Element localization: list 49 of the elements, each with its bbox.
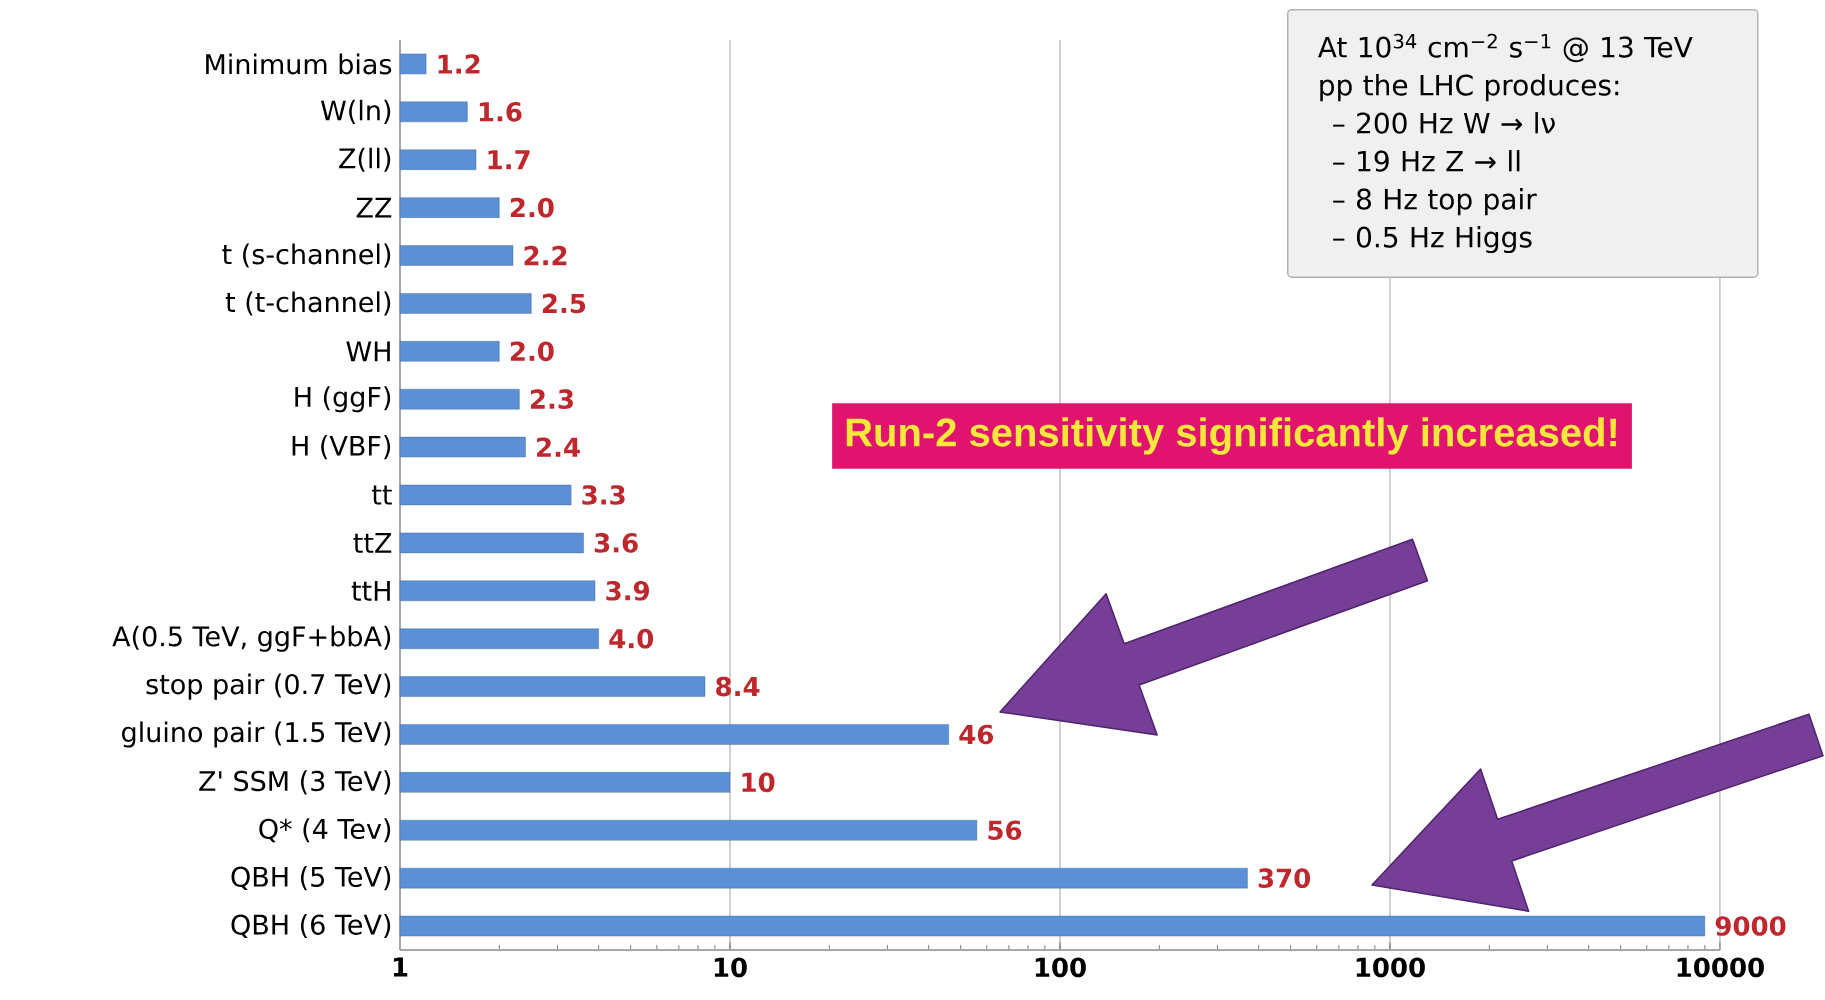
y-tick-label: stop pair (0.7 TeV) xyxy=(146,673,391,700)
y-tick-label: H (ggF) xyxy=(295,386,391,413)
y-tick-label: ttH xyxy=(351,580,390,601)
data-label: 1.6 xyxy=(479,102,522,122)
y-tick-label: t (t-channel) xyxy=(225,291,391,316)
y-tick-label: Q* (4 Tev) xyxy=(259,818,391,843)
data-label: 2.5 xyxy=(542,293,586,314)
data-label: 3.6 xyxy=(594,533,638,553)
annotation: – 0.5 Hz Higgs xyxy=(1333,226,1532,254)
y-tick-label: tt xyxy=(372,485,392,505)
x-tick-label: 100 xyxy=(1035,957,1086,978)
y-tick-label: Minimum bias xyxy=(206,53,392,75)
x-tick-label: 10000 xyxy=(1677,957,1764,978)
y-tick-label: A(0.5 TeV, ggF+bbA) xyxy=(112,625,391,652)
data-label: 8.4 xyxy=(716,676,760,697)
y-tick-label: W(ln) xyxy=(320,99,391,124)
data-label: 1.2 xyxy=(438,54,480,74)
x-tick-label: 1 xyxy=(393,957,408,977)
data-label: 10 xyxy=(742,772,775,793)
data-label: 2.3 xyxy=(530,389,573,410)
x-tick-label: 10 xyxy=(714,957,747,978)
y-tick-label: QBH (5 TeV) xyxy=(231,866,391,891)
annotation: – 200 Hz W → lν xyxy=(1333,112,1555,134)
data-label: 370 xyxy=(1258,868,1311,888)
annotation: Run-2 sensitivity significantly increased! xyxy=(846,417,1617,455)
annotation: – 8 Hz top pair xyxy=(1333,188,1537,216)
y-tick-label: WH xyxy=(346,341,390,362)
data-label: 2.2 xyxy=(524,245,567,266)
data-label: 3.3 xyxy=(582,485,625,505)
data-label: 2.0 xyxy=(510,341,554,362)
data-label: 46 xyxy=(959,724,994,745)
annotation: – 19 Hz Z → ll xyxy=(1333,150,1520,172)
data-label: 56 xyxy=(988,820,1022,841)
data-label: 2.4 xyxy=(537,437,580,457)
data-label: 3.9 xyxy=(606,580,649,601)
y-tick-label: gluino pair (1.5 TeV) xyxy=(122,721,391,748)
y-tick-label: Z(ll) xyxy=(339,147,391,172)
annotation: At 10$^{34}$ cm$^{−2}$ s$^{−1}$ @ 13 TeV pp the LHC produces: xyxy=(1317,33,1693,102)
y-tick-label: ZZ xyxy=(356,197,392,218)
data-label: 1.7 xyxy=(488,150,530,170)
y-tick-label: ttZ xyxy=(353,533,392,553)
data-label: 9000 xyxy=(1715,916,1786,936)
y-tick-label: QBH (6 TeV) xyxy=(231,914,391,939)
data-label: 2.0 xyxy=(510,197,554,218)
y-tick-label: Z' SSM (3 TeV) xyxy=(199,770,391,795)
y-tick-label: t (s-channel) xyxy=(222,243,391,268)
x-tick-label: 1000 xyxy=(1356,957,1425,978)
y-tick-label: H (VBF) xyxy=(292,435,391,460)
data-label: 4.0 xyxy=(609,628,654,649)
